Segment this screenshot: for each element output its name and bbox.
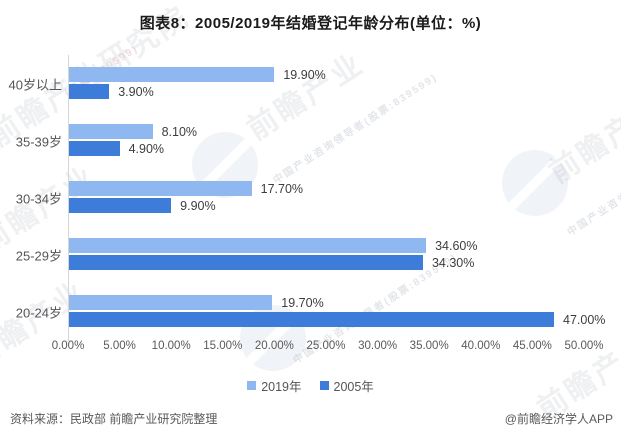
- data-label: 19.70%: [281, 295, 324, 310]
- bar-2019年: [69, 67, 275, 82]
- data-label: 3.90%: [118, 84, 154, 99]
- category-label: 35-39岁: [15, 134, 62, 149]
- category-label: 25-29岁: [15, 248, 62, 263]
- x-axis-tick: 30.00%: [358, 340, 398, 352]
- bar-pair: 8.10% 4.90%: [69, 124, 621, 158]
- data-label: 8.10%: [161, 124, 198, 139]
- credit-note: @前瞻经济学人APP: [504, 412, 613, 426]
- x-axis-tick: 0.00%: [51, 340, 85, 352]
- bar-group: 20-24岁 19.70% 47.00%: [0, 283, 621, 340]
- x-axis-tick: 50.00%: [564, 340, 604, 352]
- bar-row: 34.60%: [69, 238, 621, 253]
- bar-chart-plot: 40岁以上 19.90% 3.90% 35-39岁 8.10% 4.90% 30-34岁 17…: [0, 55, 621, 341]
- bar-row: 17.70%: [69, 181, 621, 196]
- bar-2005年: [69, 198, 172, 213]
- bar-2005年: [69, 255, 423, 270]
- legend-swatch-icon: [319, 381, 329, 390]
- bar-2005年: [69, 312, 555, 327]
- legend-item-2005年: 2005年: [319, 376, 374, 395]
- bar-row: 19.90%: [69, 67, 621, 82]
- bar-2019年: [69, 181, 252, 196]
- x-axis-tick: 15.00%: [203, 340, 243, 352]
- bar-pair: 34.60% 34.30%: [69, 238, 621, 272]
- category-label: 20-24岁: [15, 305, 62, 320]
- bar-row: 8.10%: [69, 124, 621, 139]
- bar-2019年: [69, 238, 427, 253]
- x-axis-tick: 10.00%: [151, 340, 191, 352]
- x-axis-tick: 25.00%: [306, 340, 346, 352]
- bar-row: 4.90%: [69, 141, 621, 156]
- x-axis-tick: 40.00%: [461, 340, 501, 352]
- x-axis-tick: 20.00%: [254, 340, 294, 352]
- bar-pair: 19.90% 3.90%: [69, 67, 621, 101]
- bar-row: 3.90%: [69, 84, 621, 99]
- bar-2005年: [69, 84, 110, 99]
- data-label: 9.90%: [180, 198, 216, 213]
- data-label: 47.00%: [563, 312, 606, 327]
- bar-group: 25-29岁 34.60% 34.30%: [0, 226, 621, 283]
- bar-group: 35-39岁 8.10% 4.90%: [0, 112, 621, 169]
- bar-2019年: [69, 295, 273, 310]
- bar-pair: 17.70% 9.90%: [69, 181, 621, 215]
- legend-swatch-icon: [247, 381, 257, 390]
- source-note: 资料来源：民政部 前瞻产业研究院整理: [10, 412, 218, 426]
- data-label: 34.60%: [435, 238, 478, 253]
- bar-row: 47.00%: [69, 312, 621, 327]
- category-label: 40岁以上: [8, 77, 62, 92]
- category-label: 30-34岁: [15, 191, 62, 206]
- bar-row: 19.70%: [69, 295, 621, 310]
- legend-item-2019年: 2019年: [247, 376, 302, 395]
- bar-row: 34.30%: [69, 255, 621, 270]
- data-label: 4.90%: [128, 141, 165, 156]
- x-axis: 0.00% 5.00% 10.00% 15.00% 20.00% 25.00% 30.00%…: [0, 340, 621, 356]
- data-label: 17.70%: [260, 181, 304, 196]
- y-axis-line: [68, 55, 69, 341]
- x-axis-tick: 5.00%: [103, 340, 136, 352]
- x-axis-tick: 35.00%: [409, 340, 449, 352]
- bar-2019年: [69, 124, 153, 139]
- legend-label: 2005年: [333, 380, 374, 394]
- bar-pair: 19.70% 47.00%: [69, 295, 621, 329]
- chart-title: 图表8：2005/2019年结婚登记年龄分布(单位：%): [139, 15, 482, 32]
- data-label: 19.90%: [283, 67, 326, 82]
- bar-2005年: [69, 141, 120, 156]
- x-axis-tick: 45.00%: [512, 340, 552, 352]
- bar-group: 30-34岁 17.70% 9.90%: [0, 169, 621, 226]
- bar-group: 40岁以上 19.90% 3.90%: [0, 55, 621, 112]
- data-label: 34.30%: [431, 255, 475, 270]
- chart-legend: 2019年 2005年: [0, 376, 621, 395]
- bar-row: 9.90%: [69, 198, 621, 213]
- legend-label: 2019年: [261, 380, 302, 394]
